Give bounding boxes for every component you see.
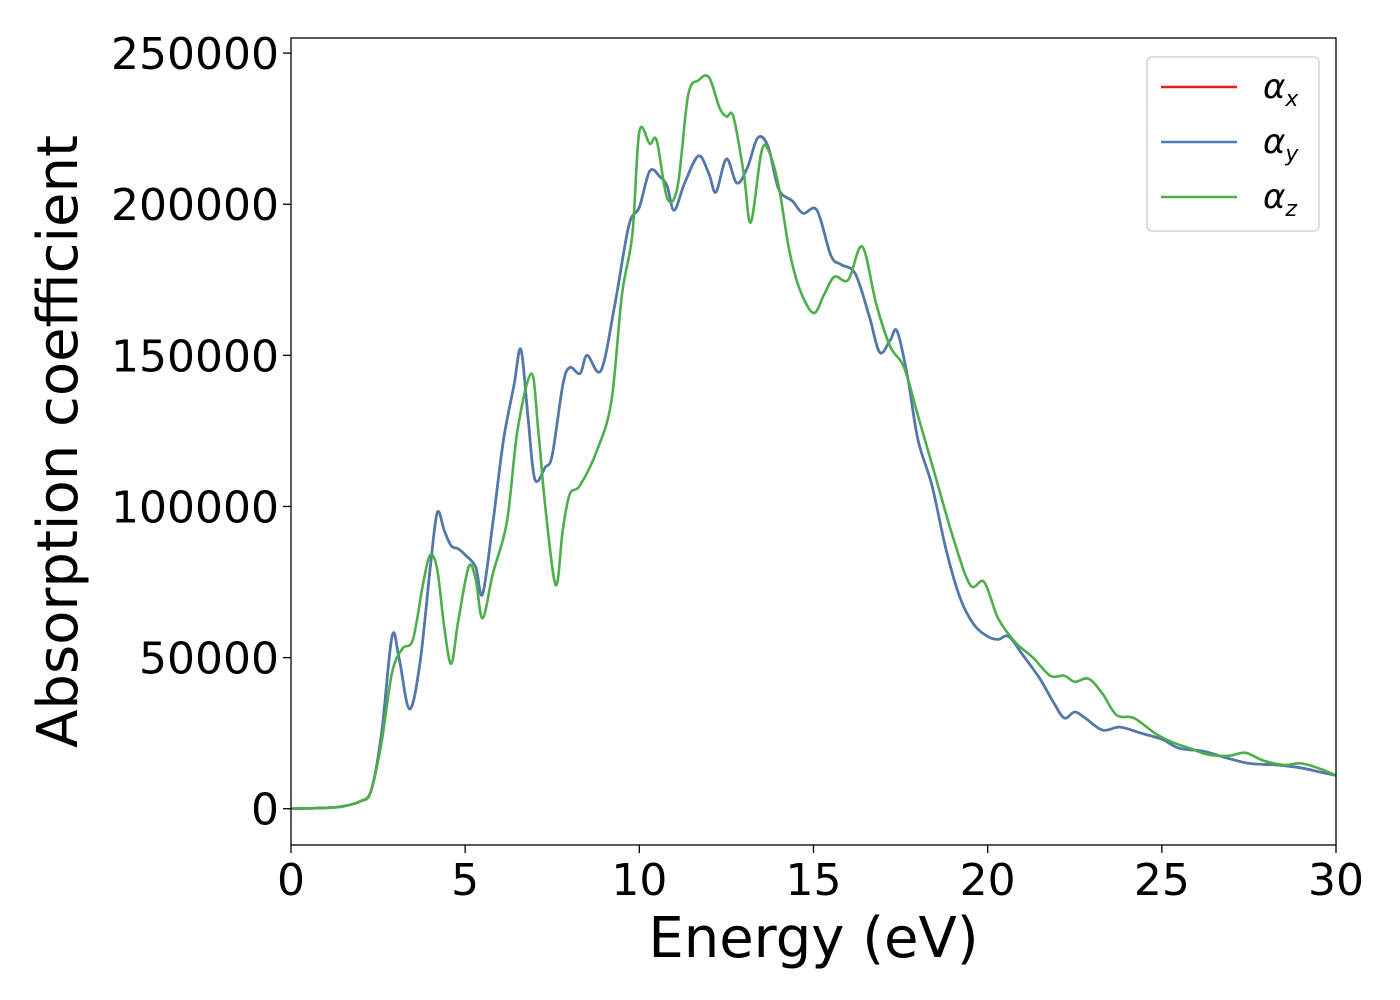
y-tick-label: 150000 bbox=[111, 331, 279, 382]
series-line-z bbox=[291, 74, 1336, 811]
x-tick-label: 0 bbox=[277, 855, 305, 906]
legend-label-x: αx bbox=[1263, 67, 1299, 112]
x-tick-label: 10 bbox=[611, 855, 667, 906]
legend-subscript: x bbox=[1284, 87, 1299, 112]
y-tick-label: 100000 bbox=[111, 482, 279, 533]
x-tick-label: 25 bbox=[1134, 855, 1190, 906]
y-tick-label: 250000 bbox=[111, 29, 279, 80]
x-tick-label: 5 bbox=[451, 855, 479, 906]
legend-label-z: αz bbox=[1263, 177, 1297, 222]
x-tick-label: 20 bbox=[960, 855, 1016, 906]
legend-main: α bbox=[1263, 122, 1285, 162]
series-layer bbox=[291, 74, 1336, 811]
y-axis: 0 50000 100000 150000 200000 250000 bbox=[111, 29, 291, 836]
legend-main: α bbox=[1263, 177, 1285, 217]
x-axis: 0 5 10 15 20 25 30 bbox=[277, 845, 1364, 906]
x-axis-label: Energy (eV) bbox=[648, 906, 978, 971]
legend-subscript: z bbox=[1284, 197, 1297, 222]
legend-main: α bbox=[1263, 67, 1285, 107]
legend-subscript: y bbox=[1284, 142, 1299, 167]
y-tick-label: 0 bbox=[251, 785, 279, 836]
y-axis-label: Absorption coefficient bbox=[26, 135, 91, 748]
y-tick-label: 200000 bbox=[111, 180, 279, 231]
y-tick-label: 50000 bbox=[139, 634, 279, 685]
legend-label-y: αy bbox=[1263, 122, 1299, 167]
legend-box bbox=[1146, 56, 1320, 232]
x-tick-label: 15 bbox=[786, 855, 842, 906]
x-tick-label: 30 bbox=[1308, 855, 1364, 906]
series-line-y bbox=[291, 135, 1336, 811]
